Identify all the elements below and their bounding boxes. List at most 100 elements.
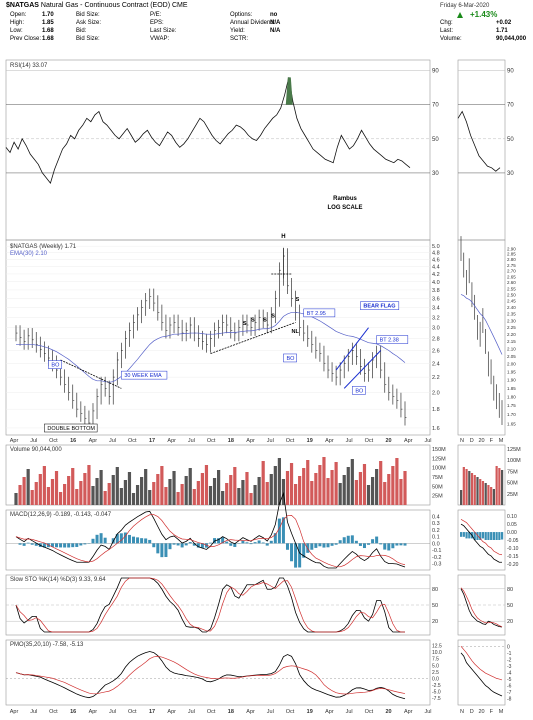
quote-label: High: <box>10 20 25 26</box>
price-tick-label: 4.6 <box>432 257 440 263</box>
volume-bar <box>111 475 115 505</box>
volume-bar <box>241 480 245 505</box>
annotation-bt-295-box <box>303 308 336 318</box>
x-tick-label-bottom: Oct <box>49 709 58 715</box>
macd-daily-histogram-bar <box>487 532 490 540</box>
macd-daily-histogram-bar <box>479 532 482 540</box>
daily-price-tick-label: 2.15 <box>507 339 516 344</box>
daily-price-tick-label: 2.35 <box>507 312 516 317</box>
macd-tick-label: 0.3 <box>432 521 440 527</box>
x-tick-label-bottom: 17 <box>149 709 155 715</box>
daily-x-tick-label: M <box>499 438 504 444</box>
price-tick-label: 2.8 <box>432 337 440 343</box>
daily-price-tick-label: 2.85 <box>507 252 516 257</box>
daily-price-tick-label: 2.70 <box>507 269 516 274</box>
macd-histogram-bar <box>18 543 22 545</box>
volume-bar <box>358 472 363 505</box>
macd-tick-label: -0.3 <box>432 562 441 568</box>
macd-histogram-bar <box>127 534 131 544</box>
macd-histogram-bar <box>265 543 269 546</box>
quote-label: Chg: <box>440 20 453 26</box>
macd-daily-tick-label: 0.05 <box>507 522 517 528</box>
rsi-weekly-frame <box>5 59 431 241</box>
volume-bar <box>229 475 233 505</box>
macd-histogram-bar <box>318 543 322 547</box>
quote-label: Volume: <box>440 36 462 42</box>
macd-daily-histogram-bar <box>501 532 504 540</box>
rsi-daily-tick-label: 70 <box>507 103 514 109</box>
vol-daily-frame <box>457 444 506 506</box>
daily-price-tick-label: 2.30 <box>507 318 516 323</box>
quote-label: Open: <box>10 12 27 18</box>
macd-daily-tick-label: 0.00 <box>507 530 517 536</box>
volume-bar <box>180 484 184 505</box>
volume-bar <box>156 474 160 505</box>
volume-bar <box>253 485 257 505</box>
price-label: $NATGAS (Weekly) 1.71 <box>10 244 77 250</box>
quote-value: +0.02 <box>496 20 512 26</box>
quote-label: Ask Size: <box>76 20 102 26</box>
daily-price-tick-label: 2.00 <box>507 362 516 367</box>
daily-price-tick-label: 2.50 <box>507 292 516 297</box>
price-tick-label: 5.0 <box>432 244 440 250</box>
macd-daily-histogram-bar <box>465 532 468 539</box>
x-tick-label: Apr <box>10 438 19 444</box>
x-tick-label-bottom: Apr <box>325 709 334 715</box>
annotation-bear-flag-box <box>360 301 400 310</box>
volume-bar <box>249 493 253 505</box>
volume-bar <box>119 488 123 505</box>
daily-price-tick-label: 1.85 <box>507 386 516 391</box>
macd-histogram-bar <box>103 537 107 544</box>
macd-signal-line <box>15 514 406 568</box>
macd-daily-tick-label: -0.20 <box>507 562 519 568</box>
daily-price-tick-label: 1.70 <box>507 412 516 417</box>
annotation-log-scale: LOG SCALE <box>327 205 362 211</box>
macd-histogram-bar <box>334 543 338 545</box>
macd-daily-histogram-bar <box>498 532 501 540</box>
macd-daily-histogram-bar <box>495 532 498 540</box>
pmo-tick-label: 12.5 <box>432 644 442 650</box>
volume-bar <box>326 478 330 505</box>
quote-label: Low: <box>10 28 23 34</box>
price-tick-label: 2.4 <box>432 361 440 367</box>
macd-histogram-bar <box>30 543 34 545</box>
macd-histogram-bar <box>253 542 257 544</box>
macd-histogram-bar <box>200 543 204 548</box>
rsi-daily-tick-label: 30 <box>507 171 514 177</box>
macd-histogram-bar <box>164 543 168 558</box>
volume-daily-bar <box>473 475 476 505</box>
macd-daily-tick-label: -0.05 <box>507 538 519 544</box>
volume-tick-label: 150M <box>432 447 446 453</box>
pmo-tick-label: 2.5 <box>432 670 439 676</box>
macd-histogram-bar <box>225 541 229 544</box>
macd-histogram-bar <box>375 536 379 544</box>
daily-x-tick-label-bottom: M <box>499 709 504 715</box>
volume-bar <box>277 458 281 505</box>
daily-x-tick-label-bottom: N <box>460 709 464 715</box>
macd-histogram-bar <box>245 542 249 544</box>
price-tick-label: 4.2 <box>432 272 440 278</box>
rsi-tick-label: 50 <box>432 137 439 143</box>
macd-tick-label: -0.2 <box>432 555 441 561</box>
volume-bar <box>22 477 26 505</box>
volume-bar <box>87 465 91 505</box>
rsi-daily-tick-label: 90 <box>507 69 514 75</box>
volume-bar <box>38 474 42 505</box>
volume-bar <box>95 478 99 505</box>
volume-bar <box>257 477 261 505</box>
pmo-daily-tick-label: -1 <box>507 651 512 657</box>
macd-histogram-bar <box>229 543 233 546</box>
volume-bar <box>75 489 79 505</box>
daily-x-tick-label-bottom: 20 <box>478 709 484 715</box>
macd-histogram-bar <box>209 542 212 544</box>
volume-daily-tick-label: 50M <box>507 481 518 487</box>
x-tick-label: Apr <box>246 438 255 444</box>
macd-histogram-bar <box>277 518 281 544</box>
macd-histogram-bar <box>160 543 164 558</box>
price-tick-label: 1.6 <box>432 426 440 432</box>
macd-daily-histogram-bar <box>484 532 487 540</box>
macd-histogram-bar <box>395 543 399 546</box>
macd-histogram-bar <box>281 517 285 544</box>
volume-bar <box>50 479 55 505</box>
quote-label: Last: <box>440 28 454 34</box>
